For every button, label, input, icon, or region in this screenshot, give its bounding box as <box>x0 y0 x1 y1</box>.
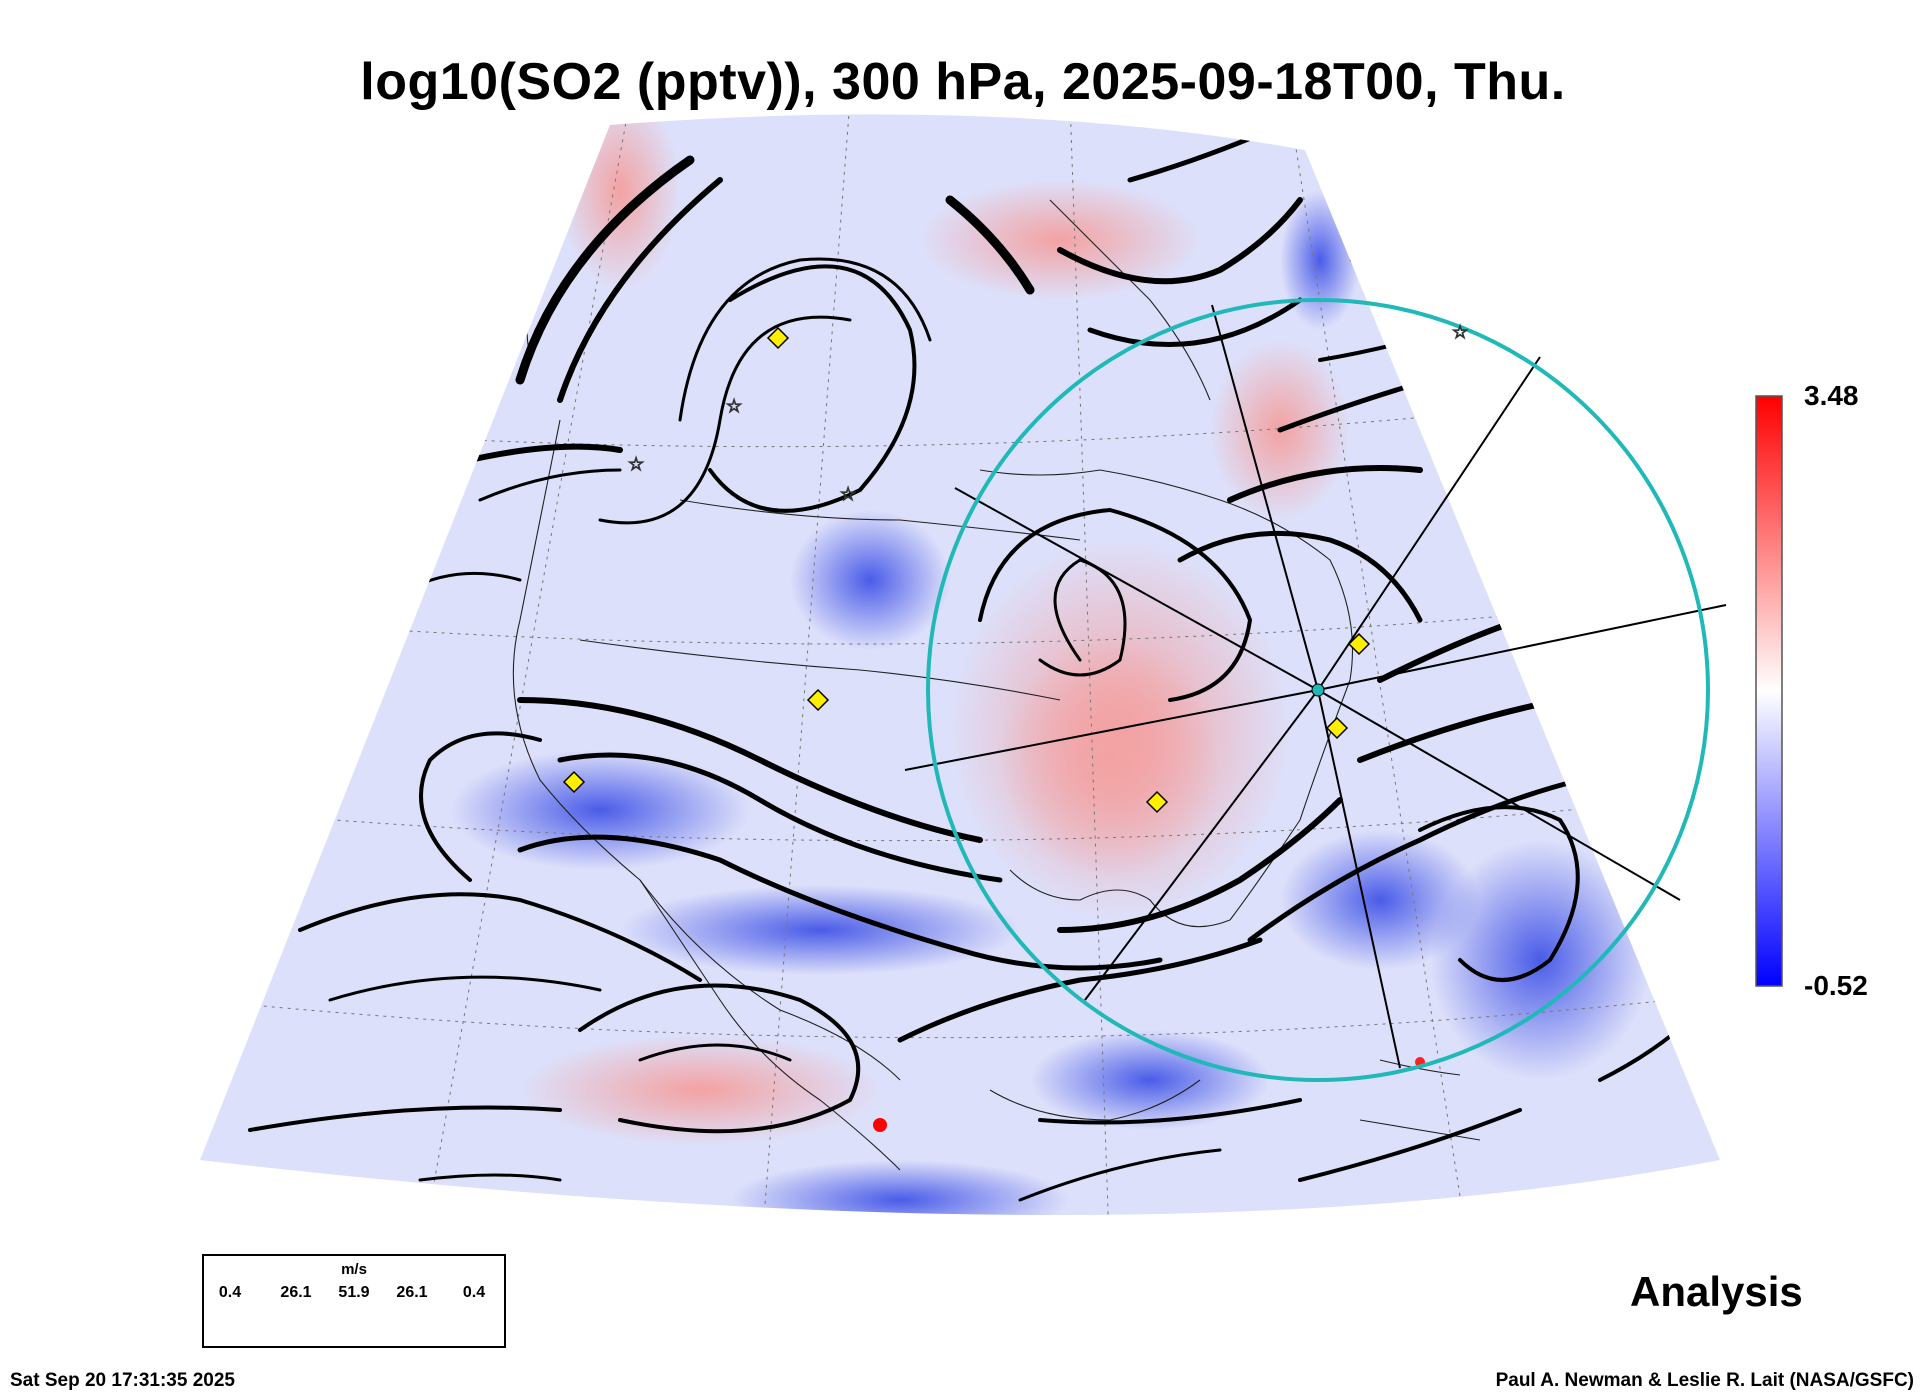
wind-legend-value: 51.9 <box>324 1284 384 1302</box>
footer-timestamp: Sat Sep 20 17:31:35 2025 <box>10 1370 235 1392</box>
star-marker-icon: ☆ <box>726 396 742 417</box>
colorbar-min-label: -0.52 <box>1804 970 1868 1002</box>
wind-legend-value: 26.1 <box>382 1284 442 1302</box>
colorbar <box>1756 396 1782 986</box>
wind-legend-unit: m/s <box>204 1261 504 1278</box>
colorbar-max-label: 3.48 <box>1804 380 1859 412</box>
analysis-label: Analysis <box>1630 1268 1803 1316</box>
footer-credit: Paul A. Newman & Leslie R. Lait (NASA/GS… <box>1496 1370 1914 1392</box>
star-marker-icon: ☆ <box>1452 322 1468 343</box>
wind-legend-value: 0.4 <box>444 1284 504 1302</box>
wind-legend-value: 0.4 <box>200 1284 260 1302</box>
star-marker-icon: ☆ <box>840 484 856 505</box>
wind-legend: m/s 0.4 26.1 51.9 26.1 0.4 <box>202 1254 506 1348</box>
star-marker-icon: ☆ <box>628 454 644 475</box>
wind-legend-value: 26.1 <box>266 1284 326 1302</box>
circle-center-marker <box>1312 684 1324 696</box>
